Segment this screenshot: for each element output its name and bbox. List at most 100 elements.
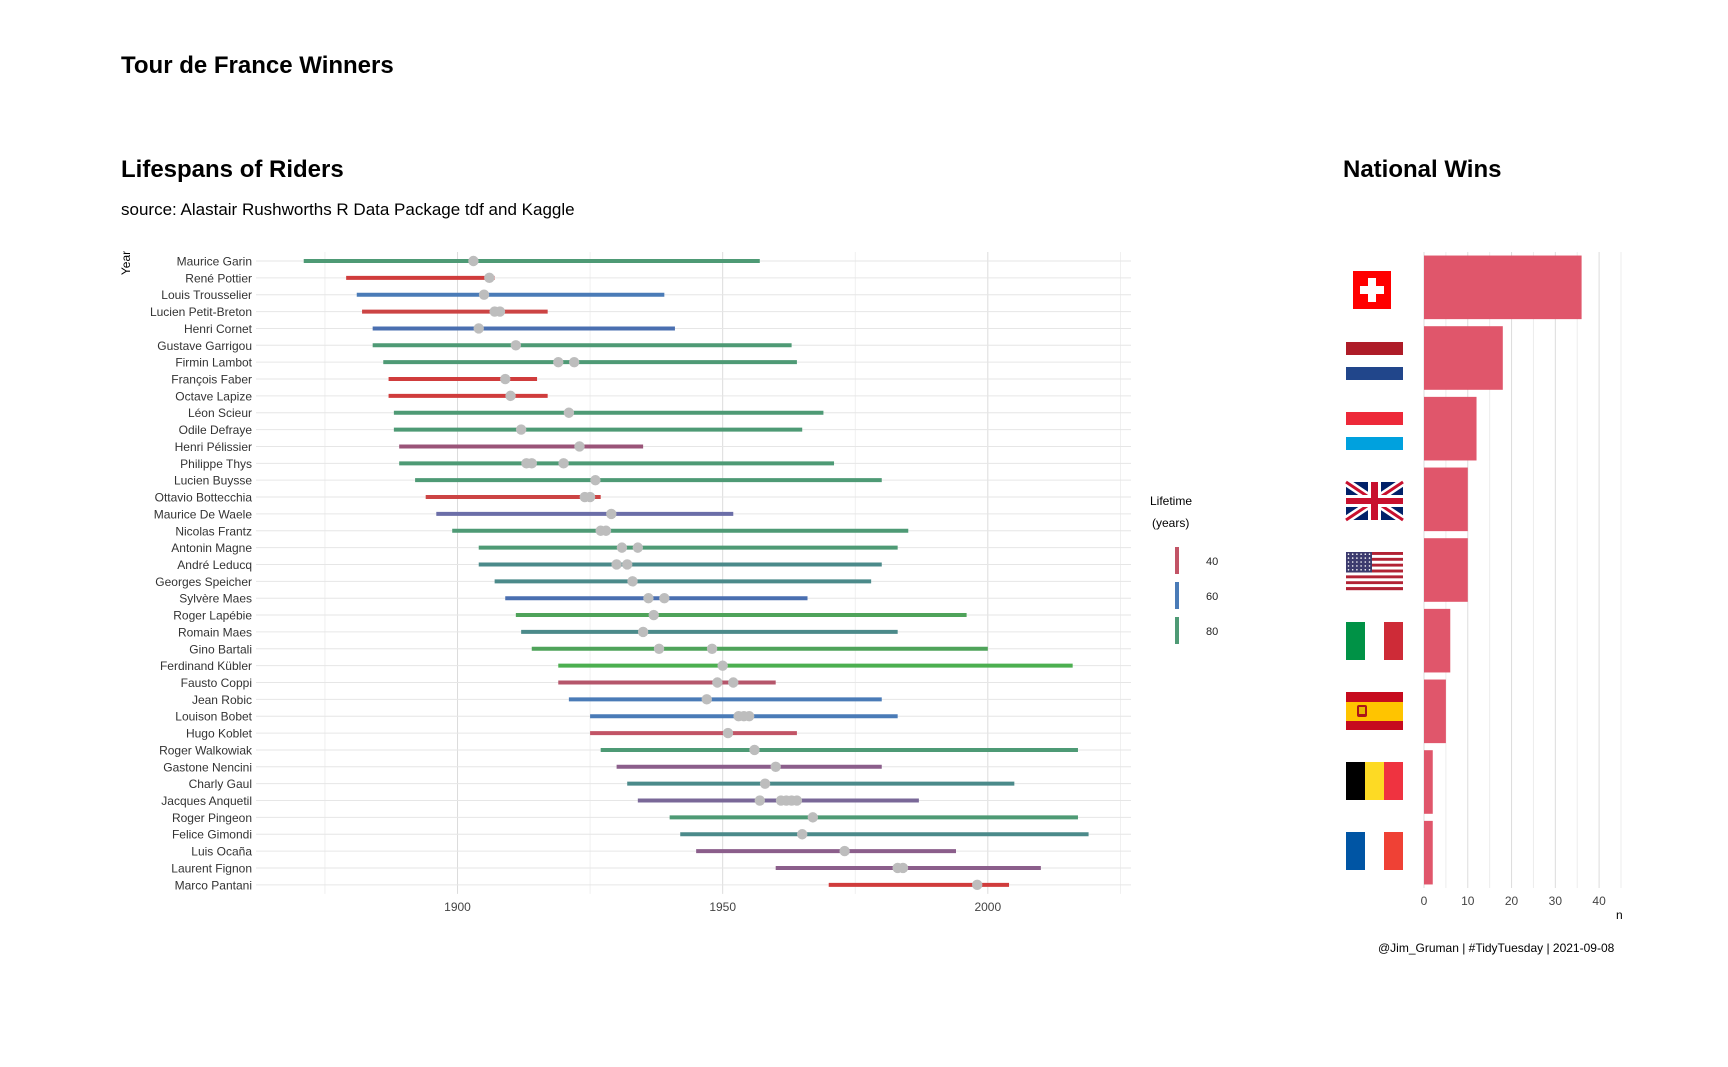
- switzerland-flag-icon: [1353, 271, 1391, 309]
- united-states-flag-icon: [1346, 552, 1403, 591]
- rider-label: Roger Walkowiak: [159, 743, 253, 757]
- rider-label: André Leducq: [177, 558, 252, 572]
- win-point: [600, 525, 612, 536]
- win-point: [468, 255, 479, 267]
- rider-label: Lucien Petit-Breton: [150, 305, 252, 319]
- wins-tick-label: 10: [1461, 894, 1475, 908]
- legend-swatch: [1175, 547, 1179, 574]
- rider-label: Antonin Magne: [171, 541, 252, 555]
- luxembourg-flag-icon: [1346, 412, 1403, 450]
- rider-label: Charly Gaul: [189, 777, 252, 791]
- win-point: [590, 474, 601, 486]
- rider-label: Roger Pingeon: [172, 811, 252, 825]
- legend-label: 80: [1206, 626, 1218, 638]
- win-point: [622, 559, 633, 570]
- rider-label: Lucien Buysse: [174, 474, 252, 488]
- legend-label: 40: [1206, 556, 1218, 568]
- year-tick-label: 1900: [444, 900, 471, 914]
- win-point: [584, 491, 596, 503]
- win-point: [659, 593, 670, 604]
- legend-title-line1: Lifetime: [1150, 494, 1192, 508]
- rider-label: Sylvère Maes: [179, 592, 252, 606]
- win-point: [637, 626, 649, 638]
- win-point: [759, 778, 771, 789]
- flags: [1343, 271, 1406, 870]
- rider-label: Ferdinand Kübler: [160, 659, 252, 673]
- national-wins-bar: [1424, 750, 1433, 814]
- national-wins-bar: [1424, 820, 1433, 885]
- win-points: [468, 255, 983, 891]
- year-tick-labels: 1900 1950 2000: [444, 900, 1001, 914]
- win-point: [972, 879, 983, 891]
- national-wins-bar: [1424, 467, 1468, 532]
- win-point: [627, 576, 638, 587]
- year-tick-label: 2000: [974, 900, 1001, 914]
- national-wins-bar: [1424, 255, 1582, 320]
- win-point: [807, 812, 819, 823]
- rider-label: René Pottier: [185, 271, 252, 285]
- win-point: [526, 458, 537, 469]
- rider-label: Georges Speicher: [155, 575, 252, 589]
- rider-label: Firmin Lambot: [175, 356, 252, 370]
- win-point: [701, 694, 712, 705]
- lifespans-title: Lifespans of Riders: [121, 156, 344, 183]
- win-point: [574, 441, 585, 452]
- rider-label: Jacques Anquetil: [161, 794, 252, 808]
- rider-label: Ottavio Bottecchia: [155, 491, 253, 505]
- rider-label: Léon Scieur: [188, 406, 252, 420]
- win-point: [791, 795, 803, 806]
- rider-label: Hugo Koblet: [186, 727, 253, 741]
- win-point: [653, 643, 665, 654]
- win-point: [797, 829, 808, 840]
- spain-flag-icon: [1346, 692, 1403, 730]
- rider-label: Philippe Thys: [180, 457, 252, 471]
- win-point: [510, 340, 522, 351]
- rider-label: François Faber: [171, 373, 252, 387]
- national-wins-bar: [1424, 396, 1477, 461]
- rider-label: Felice Gimondi: [172, 828, 252, 842]
- wins-tick-label: 40: [1592, 894, 1606, 908]
- main-title: Tour de France Winners: [121, 52, 394, 79]
- wins-tick-label: 20: [1505, 894, 1519, 908]
- win-point: [706, 643, 718, 654]
- wins-tick-label: 0: [1421, 894, 1428, 908]
- netherlands-flag-icon: [1346, 342, 1403, 380]
- win-point: [712, 677, 723, 688]
- year-tick-label: 1950: [709, 900, 736, 914]
- legend-title-line2: (years): [1152, 516, 1189, 530]
- win-point: [563, 407, 575, 418]
- caption: @Jim_Gruman | #TidyTuesday | 2021-09-08: [1378, 941, 1615, 955]
- win-point: [611, 559, 622, 570]
- national-wins-tick-labels: 0 10 20 30 40: [1421, 894, 1606, 908]
- belgium-flag-icon: [1346, 762, 1403, 800]
- win-point: [500, 373, 511, 385]
- rider-label: Nicolas Frantz: [175, 524, 252, 538]
- win-point: [643, 593, 654, 604]
- win-point: [839, 845, 850, 857]
- rider-label: Marco Pantani: [175, 878, 252, 892]
- source-subtitle: source: Alastair Rushworths R Data Packa…: [121, 200, 575, 219]
- rider-label: Romain Maes: [178, 625, 252, 639]
- rider-label: Jean Robic: [192, 693, 252, 707]
- legend-swatch: [1175, 582, 1179, 609]
- win-point: [558, 458, 569, 469]
- win-point: [632, 542, 644, 553]
- x-axis-title: n: [1616, 908, 1623, 922]
- rider-label: Roger Lapébie: [173, 609, 252, 623]
- national-wins-title: National Wins: [1343, 156, 1502, 183]
- rider-label: Gustave Garrigou: [157, 339, 252, 353]
- rider-label: Gino Bartali: [189, 642, 252, 656]
- win-point: [770, 761, 781, 772]
- national-wins-bar: [1424, 608, 1451, 673]
- national-wins-bar: [1424, 538, 1468, 602]
- legend-swatch: [1175, 617, 1179, 644]
- rider-label: Louison Bobet: [175, 710, 252, 724]
- win-point: [478, 289, 490, 300]
- rider-label: Henri Pélissier: [175, 440, 252, 454]
- win-point: [754, 795, 765, 806]
- win-point: [484, 272, 495, 284]
- rider-label: Henri Cornet: [184, 322, 253, 336]
- national-wins-bars: [1424, 255, 1582, 885]
- win-point: [505, 390, 516, 402]
- lifespan-grid: [256, 252, 1131, 894]
